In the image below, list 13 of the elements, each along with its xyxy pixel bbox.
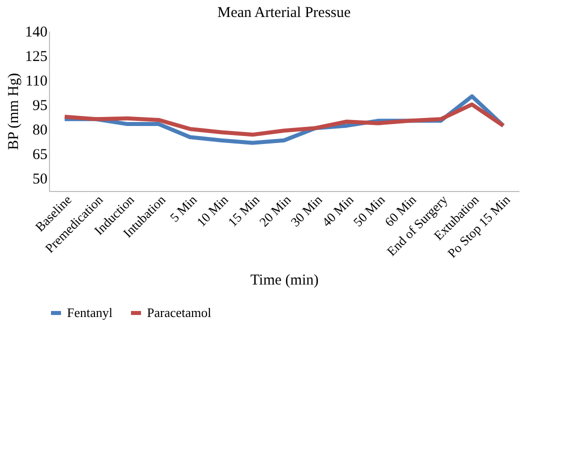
y-axis-title: BP (mm Hg) [6,73,22,150]
y-tick-label: 125 [25,48,48,65]
y-tick-label: 65 [32,146,48,163]
x-axis-title: Time (min) [250,272,319,289]
y-tick-label: 80 [32,122,48,138]
y-tick-label: 110 [26,73,48,90]
legend-label: Fentanyl [67,305,113,320]
y-tick-label: 140 [25,24,48,40]
line-series [62,102,506,137]
legend-label: Paracetamol [147,305,212,320]
y-tick-label: 95 [32,98,48,114]
y-tick-label: 50 [32,171,48,188]
chart-title: Mean Arterial Pressue [217,5,351,21]
